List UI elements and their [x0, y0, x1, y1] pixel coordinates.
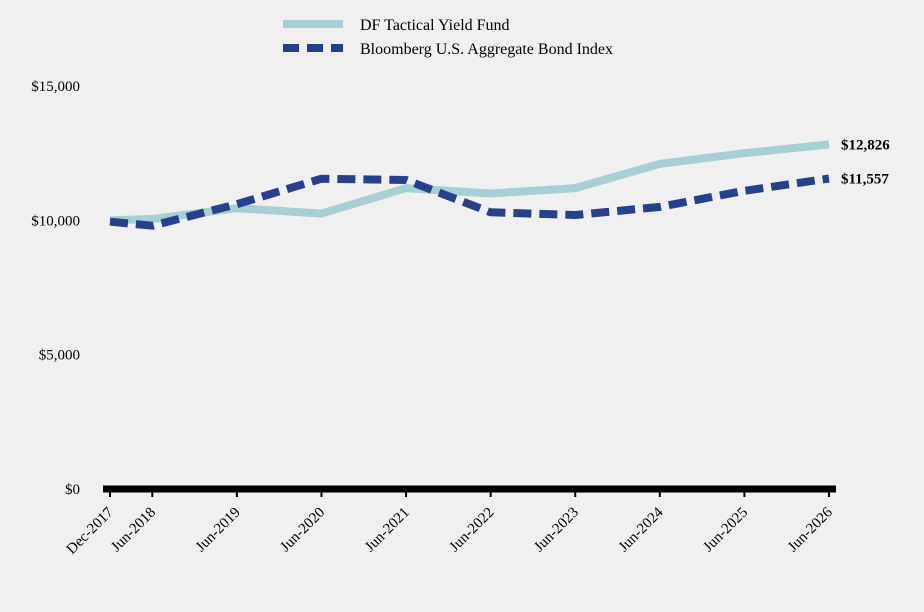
y-tick-label: $10,000 — [31, 213, 80, 229]
x-tick-label: Jun-2021 — [362, 505, 413, 556]
x-tick-label: Jun-2026 — [785, 504, 836, 555]
x-tick-label: Jun-2018 — [108, 505, 159, 556]
end-value-label-fund: $12,826 — [841, 137, 890, 153]
x-tick-label: Dec-2017 — [64, 504, 117, 557]
legend-label-index: Bloomberg U.S. Aggregate Bond Index — [360, 41, 613, 58]
x-tick-label: Jun-2023 — [531, 505, 582, 556]
y-tick-label: $15,000 — [31, 79, 80, 95]
x-tick-label: Jun-2024 — [616, 504, 667, 555]
x-tick-label: Jun-2025 — [700, 505, 751, 556]
end-labels: $12,826 $11,557 — [841, 137, 890, 187]
y-axis: $0 $5,000 $10,000 $15,000 — [31, 79, 80, 498]
end-value-label-index: $11,557 — [841, 172, 889, 188]
x-tick-label: Jun-2022 — [447, 505, 498, 556]
legend-label-fund: DF Tactical Yield Fund — [360, 17, 510, 34]
series-layer — [109, 140, 830, 230]
y-tick-label: $0 — [65, 482, 80, 498]
legend: DF Tactical Yield Fund Bloomberg U.S. Ag… — [283, 17, 613, 58]
y-tick-label: $5,000 — [39, 348, 80, 364]
series-line-index — [109, 174, 830, 230]
x-tick-label: Jun-2019 — [193, 505, 244, 556]
x-tick-label: Jun-2020 — [277, 505, 328, 556]
